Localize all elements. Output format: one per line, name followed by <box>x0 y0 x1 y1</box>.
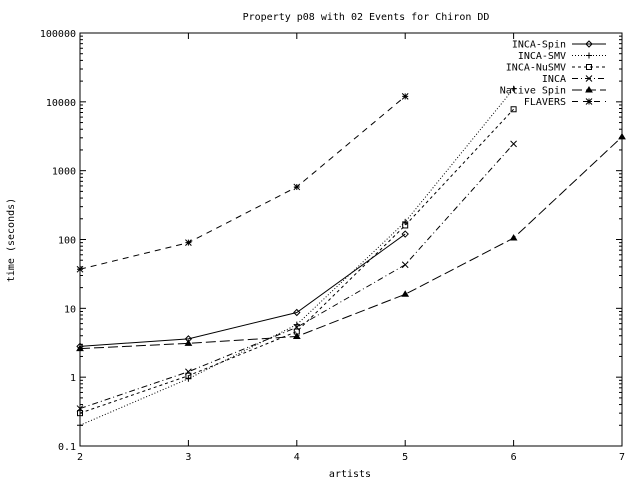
y-tick-label: 10 <box>64 304 76 315</box>
data-point <box>401 230 409 238</box>
x-tick-label: 7 <box>619 452 625 463</box>
x-tick-label: 4 <box>294 452 300 463</box>
series-flavers <box>76 93 409 273</box>
series-line <box>79 143 514 410</box>
data-point <box>77 410 83 417</box>
data-point <box>292 332 301 339</box>
y-tick-label: 1000 <box>52 167 76 178</box>
legend-marker <box>586 64 592 70</box>
series-line <box>79 88 514 426</box>
data-point <box>402 222 409 229</box>
legend-label: INCA-NuSMV <box>506 63 566 74</box>
data-point <box>510 85 517 92</box>
data-point <box>401 290 410 297</box>
data-point <box>76 405 84 412</box>
data-point <box>184 339 193 346</box>
legend-marker <box>585 75 593 82</box>
x-tick-label: 3 <box>185 452 191 463</box>
legend-label: INCA <box>542 74 566 85</box>
data-point <box>293 183 301 191</box>
legend-marker <box>585 40 593 48</box>
legend-label: INCA-SMV <box>518 51 566 62</box>
y-tick-label: 0.1 <box>58 442 76 453</box>
chart-title: Property p08 with 02 Events for Chiron D… <box>243 12 490 23</box>
x-tick-label: 6 <box>511 452 517 463</box>
series-inca <box>76 140 517 412</box>
data-point <box>509 234 518 241</box>
x-tick-label: 5 <box>402 452 408 463</box>
data-point <box>76 344 84 352</box>
data-point <box>402 218 409 225</box>
data-point <box>185 368 192 376</box>
series-line <box>79 108 514 414</box>
data-point <box>510 140 517 148</box>
y-tick-label: 100 <box>58 236 76 247</box>
legend-label: INCA-Spin <box>512 40 566 51</box>
data-point <box>293 308 301 317</box>
legend-label: Native Spin <box>500 86 566 97</box>
legend-marker <box>585 86 593 93</box>
y-axis-label: time (seconds) <box>6 198 17 282</box>
series-inca-nusmv <box>77 106 517 417</box>
series-native-spin <box>76 132 626 352</box>
data-point <box>185 372 192 379</box>
series-line <box>79 233 406 347</box>
series-inca-smv <box>77 85 517 429</box>
y-tick-label: 10000 <box>46 98 76 109</box>
legend-marker <box>585 98 593 105</box>
data-point <box>401 261 409 269</box>
x-axis-label: artists <box>329 469 371 480</box>
data-point <box>401 93 409 100</box>
axes: 2 3 4 5 6 7 0.1 1 10 100 1000 10000 100000 <box>40 29 625 463</box>
y-tick-label: 1 <box>70 373 76 384</box>
data-point <box>293 323 301 331</box>
legend-marker <box>586 52 592 59</box>
series-inca-spin <box>76 230 409 351</box>
data-point <box>185 239 192 247</box>
series-line <box>79 136 623 350</box>
data-point <box>618 132 626 140</box>
data-point <box>510 106 517 113</box>
data-point <box>76 265 84 273</box>
series-line <box>79 95 406 270</box>
data-point <box>77 422 83 429</box>
legend-label: FLAVERS <box>524 97 566 108</box>
series-group <box>76 85 626 429</box>
x-tick-label: 2 <box>77 452 83 463</box>
y-tick-label: 100000 <box>40 29 76 40</box>
